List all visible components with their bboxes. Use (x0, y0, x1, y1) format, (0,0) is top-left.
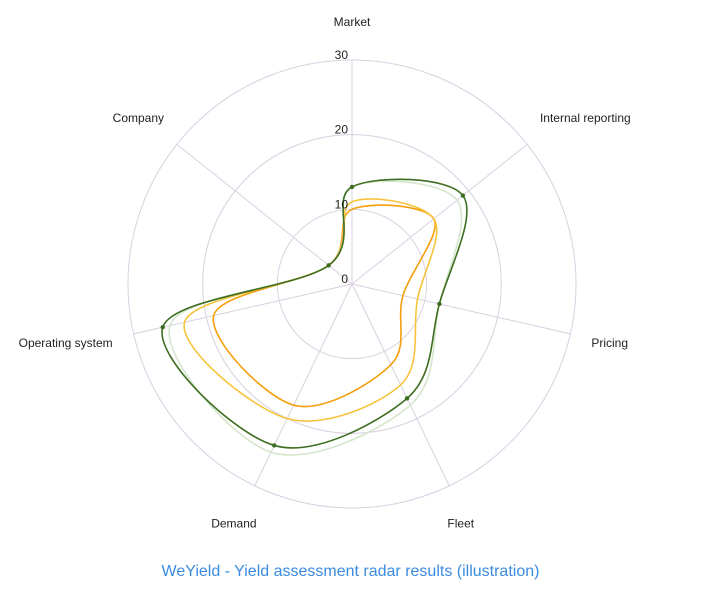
series-line-1 (161, 178, 468, 449)
axis-label-pricing: Pricing (591, 336, 628, 350)
spoke-2 (351, 143, 528, 285)
series-1-point-4 (404, 396, 410, 401)
radar-series (160, 178, 468, 456)
spoke-3 (351, 283, 571, 335)
series-1-point-6 (160, 324, 165, 330)
axis-label-demand: Demand (211, 517, 256, 531)
spoke-7 (176, 143, 353, 285)
series-1-point-3 (437, 301, 442, 307)
series-line-4 (212, 204, 436, 408)
axis-label-company: Company (113, 111, 164, 125)
axis-label-operating-system: Operating system (19, 336, 113, 350)
tick-label-0: 0 (341, 272, 348, 286)
axis-labels: Market Internal reporting Pricing Fleet Dema… (19, 15, 631, 531)
tick-label-20: 20 (335, 123, 349, 137)
axis-label-market: Market (334, 15, 371, 29)
spoke-5 (254, 283, 353, 487)
axis-label-fleet: Fleet (447, 517, 474, 531)
series-1-point-7 (326, 263, 331, 268)
series-1-point-5 (272, 443, 277, 448)
radial-tick-labels: 0 10 20 30 (335, 48, 349, 286)
series-1-point-2 (460, 193, 466, 198)
tick-label-10: 10 (335, 197, 349, 211)
chart-caption: WeYield - Yield assessment radar results… (161, 563, 540, 580)
axis-label-internal-reporting: Internal reporting (540, 111, 631, 125)
series-1-point-1 (349, 184, 355, 190)
tick-label-30: 30 (335, 48, 349, 62)
series-line-3 (183, 198, 438, 422)
